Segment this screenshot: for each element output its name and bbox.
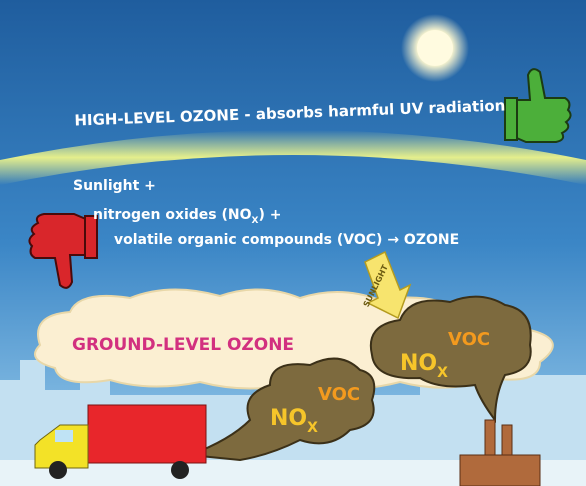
chem: NO xyxy=(400,351,437,376)
chem: NO xyxy=(270,406,307,431)
page: {"header": {"title": "HIGH-LEVEL OZONE -… xyxy=(0,0,586,486)
text-part: nitrogen oxides (NO xyxy=(93,207,252,223)
plume-voc: VOC xyxy=(448,329,490,350)
cloud-label: GROUND-LEVEL OZONE xyxy=(72,335,294,355)
plume-voc: VOC xyxy=(318,384,360,405)
subscript: X xyxy=(307,420,318,436)
subscript: X xyxy=(252,216,259,226)
subscript: X xyxy=(437,365,448,381)
sun-core xyxy=(417,30,453,66)
reaction-line: Sunlight + xyxy=(73,178,156,194)
illustration: SUNLIGHT HIGH-LEVEL OZONE - absorbs harm… xyxy=(0,0,586,486)
text-part: ) + xyxy=(258,207,281,223)
reaction-line: volatile organic compounds (VOC) → OZONE xyxy=(114,232,459,248)
